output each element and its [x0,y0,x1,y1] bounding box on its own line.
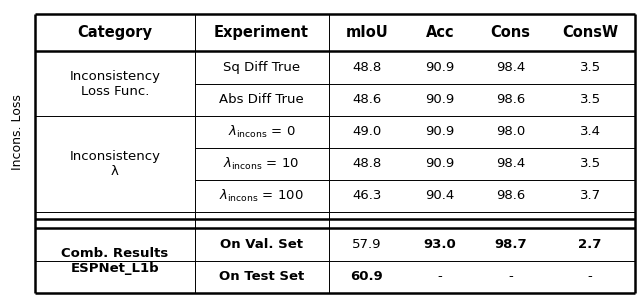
Text: On Val. Set: On Val. Set [220,238,303,251]
Text: $\lambda_{\mathrm{incons}}$ = 0: $\lambda_{\mathrm{incons}}$ = 0 [228,124,295,140]
Text: Experiment: Experiment [214,25,309,40]
Text: Inconsistency
λ: Inconsistency λ [70,150,160,178]
Text: $\lambda_{\mathrm{incons}}$ = 100: $\lambda_{\mathrm{incons}}$ = 100 [219,188,304,204]
Text: 98.4: 98.4 [496,157,525,170]
Text: 98.6: 98.6 [496,93,525,106]
Text: -: - [508,271,513,283]
Text: Cons: Cons [491,25,530,40]
Text: 90.9: 90.9 [426,93,455,106]
Text: 90.9: 90.9 [426,61,455,74]
Text: 3.5: 3.5 [579,157,601,170]
Text: 90.9: 90.9 [426,157,455,170]
Text: 90.4: 90.4 [426,189,455,203]
Text: -: - [438,271,443,283]
Text: Comb. Results
ESPNet_L1b: Comb. Results ESPNet_L1b [61,247,168,275]
Text: Sq Diff True: Sq Diff True [223,61,300,74]
Text: 93.0: 93.0 [424,238,457,251]
Text: 98.0: 98.0 [496,125,525,138]
Text: 46.3: 46.3 [352,189,382,203]
Text: Acc: Acc [426,25,454,40]
Text: Incons. Loss: Incons. Loss [11,94,24,170]
Text: 98.4: 98.4 [496,61,525,74]
Text: Category: Category [77,25,152,40]
Text: mIoU: mIoU [345,25,389,40]
Text: 98.6: 98.6 [496,189,525,203]
Text: -: - [588,271,593,283]
Text: 3.5: 3.5 [579,61,601,74]
Text: 98.7: 98.7 [494,238,527,251]
Text: 90.9: 90.9 [426,125,455,138]
Text: $\lambda_{\mathrm{incons}}$ = 10: $\lambda_{\mathrm{incons}}$ = 10 [223,156,300,172]
Text: Abs Diff True: Abs Diff True [219,93,304,106]
Text: 3.7: 3.7 [579,189,601,203]
Text: Inconsistency
Loss Func.: Inconsistency Loss Func. [70,69,160,98]
Text: 3.4: 3.4 [580,125,600,138]
Text: 60.9: 60.9 [350,271,383,283]
Text: ConsW: ConsW [562,25,618,40]
Text: On Test Set: On Test Set [219,271,304,283]
Text: 3.5: 3.5 [579,93,601,106]
Text: 48.8: 48.8 [352,157,382,170]
Text: 49.0: 49.0 [352,125,382,138]
Text: 48.8: 48.8 [352,61,382,74]
Text: 2.7: 2.7 [579,238,602,251]
Text: 48.6: 48.6 [352,93,382,106]
Text: 57.9: 57.9 [352,238,382,251]
